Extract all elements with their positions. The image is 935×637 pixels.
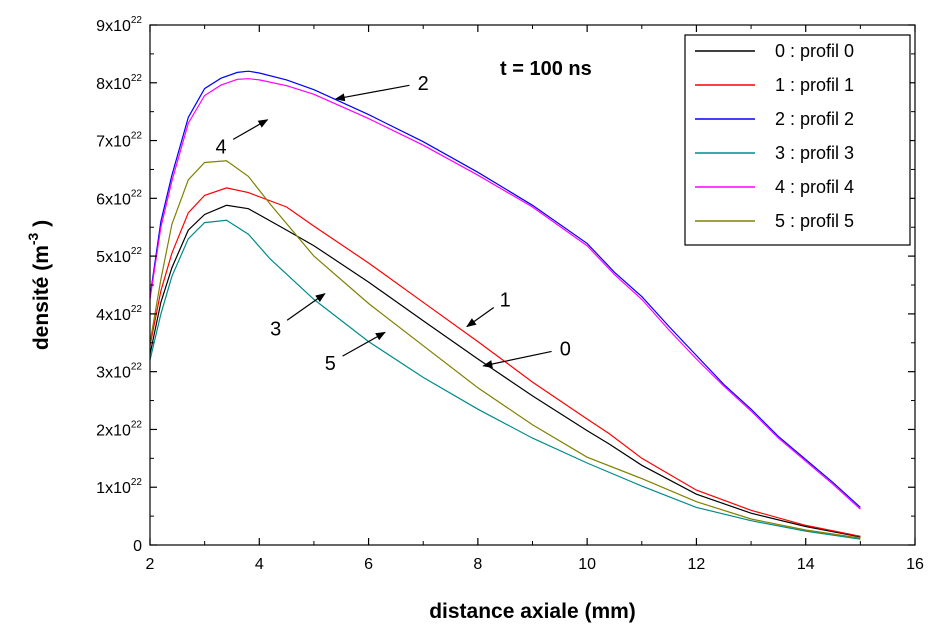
curve-label-1: 4 [215,136,226,158]
series-line-3 [149,219,861,540]
time-annotation: t = 100 ns [500,58,592,80]
x-tick-label: 4 [255,556,264,573]
y-tick-label: 9x1022 [96,15,142,35]
curve-label-2: 1 [500,289,511,311]
series-line-2 [149,70,861,508]
y-tick-label: 3x1022 [96,362,142,382]
legend-label-3: 3 : profil 3 [775,143,854,163]
y-tick-label: 1x1022 [96,477,142,497]
series-line-1 [149,187,861,537]
curve-label-arrow-3 [482,350,552,368]
y-axis-title: densité (m-3 ) [25,220,53,350]
y-tick-label: 7x1022 [96,131,142,151]
curve-label-5: 5 [325,353,336,375]
curve-label-arrow-0 [334,84,410,102]
curve-label-arrow-5 [342,331,386,357]
curve-label-arrow-2 [466,307,495,328]
curve-label-3: 0 [560,339,571,361]
x-tick-label: 16 [906,556,924,573]
x-tick-label: 6 [364,556,373,573]
legend-label-0: 0 : profil 0 [775,41,854,61]
x-tick-label: 10 [578,556,596,573]
y-tick-label: 0 [133,538,142,555]
legend-label-4: 4 : profil 4 [775,177,854,197]
curve-label-arrow-4 [286,293,326,321]
legend-box [684,34,911,246]
series-line-5 [149,160,861,539]
series-line-0 [149,204,861,538]
y-tick-label: 8x1022 [96,73,142,93]
curve-label-arrow-1 [232,119,269,140]
y-tick-label: 4x1022 [96,304,142,324]
curve-label-4: 3 [270,318,281,340]
legend-label-2: 2 : profil 2 [775,109,854,129]
series-line-4 [149,78,861,510]
x-axis-title: distance axiale (mm) [429,600,636,623]
legend: 0 : profil 0 1 : profil 1 2 : profil 2 3 : … [684,34,911,246]
y-tick-label: 6x1022 [96,188,142,208]
y-tick-label: 2x1022 [96,419,142,439]
x-tick-label: 12 [688,556,706,573]
x-tick-label: 8 [473,556,482,573]
curve-label-0: 2 [418,73,429,95]
x-tick-label: 2 [146,556,155,573]
y-tick-label: 5x1022 [96,246,142,266]
legend-label-5: 5 : profil 5 [775,211,854,231]
x-tick-label: 14 [797,556,815,573]
legend-label-1: 1 : profil 1 [775,75,854,95]
